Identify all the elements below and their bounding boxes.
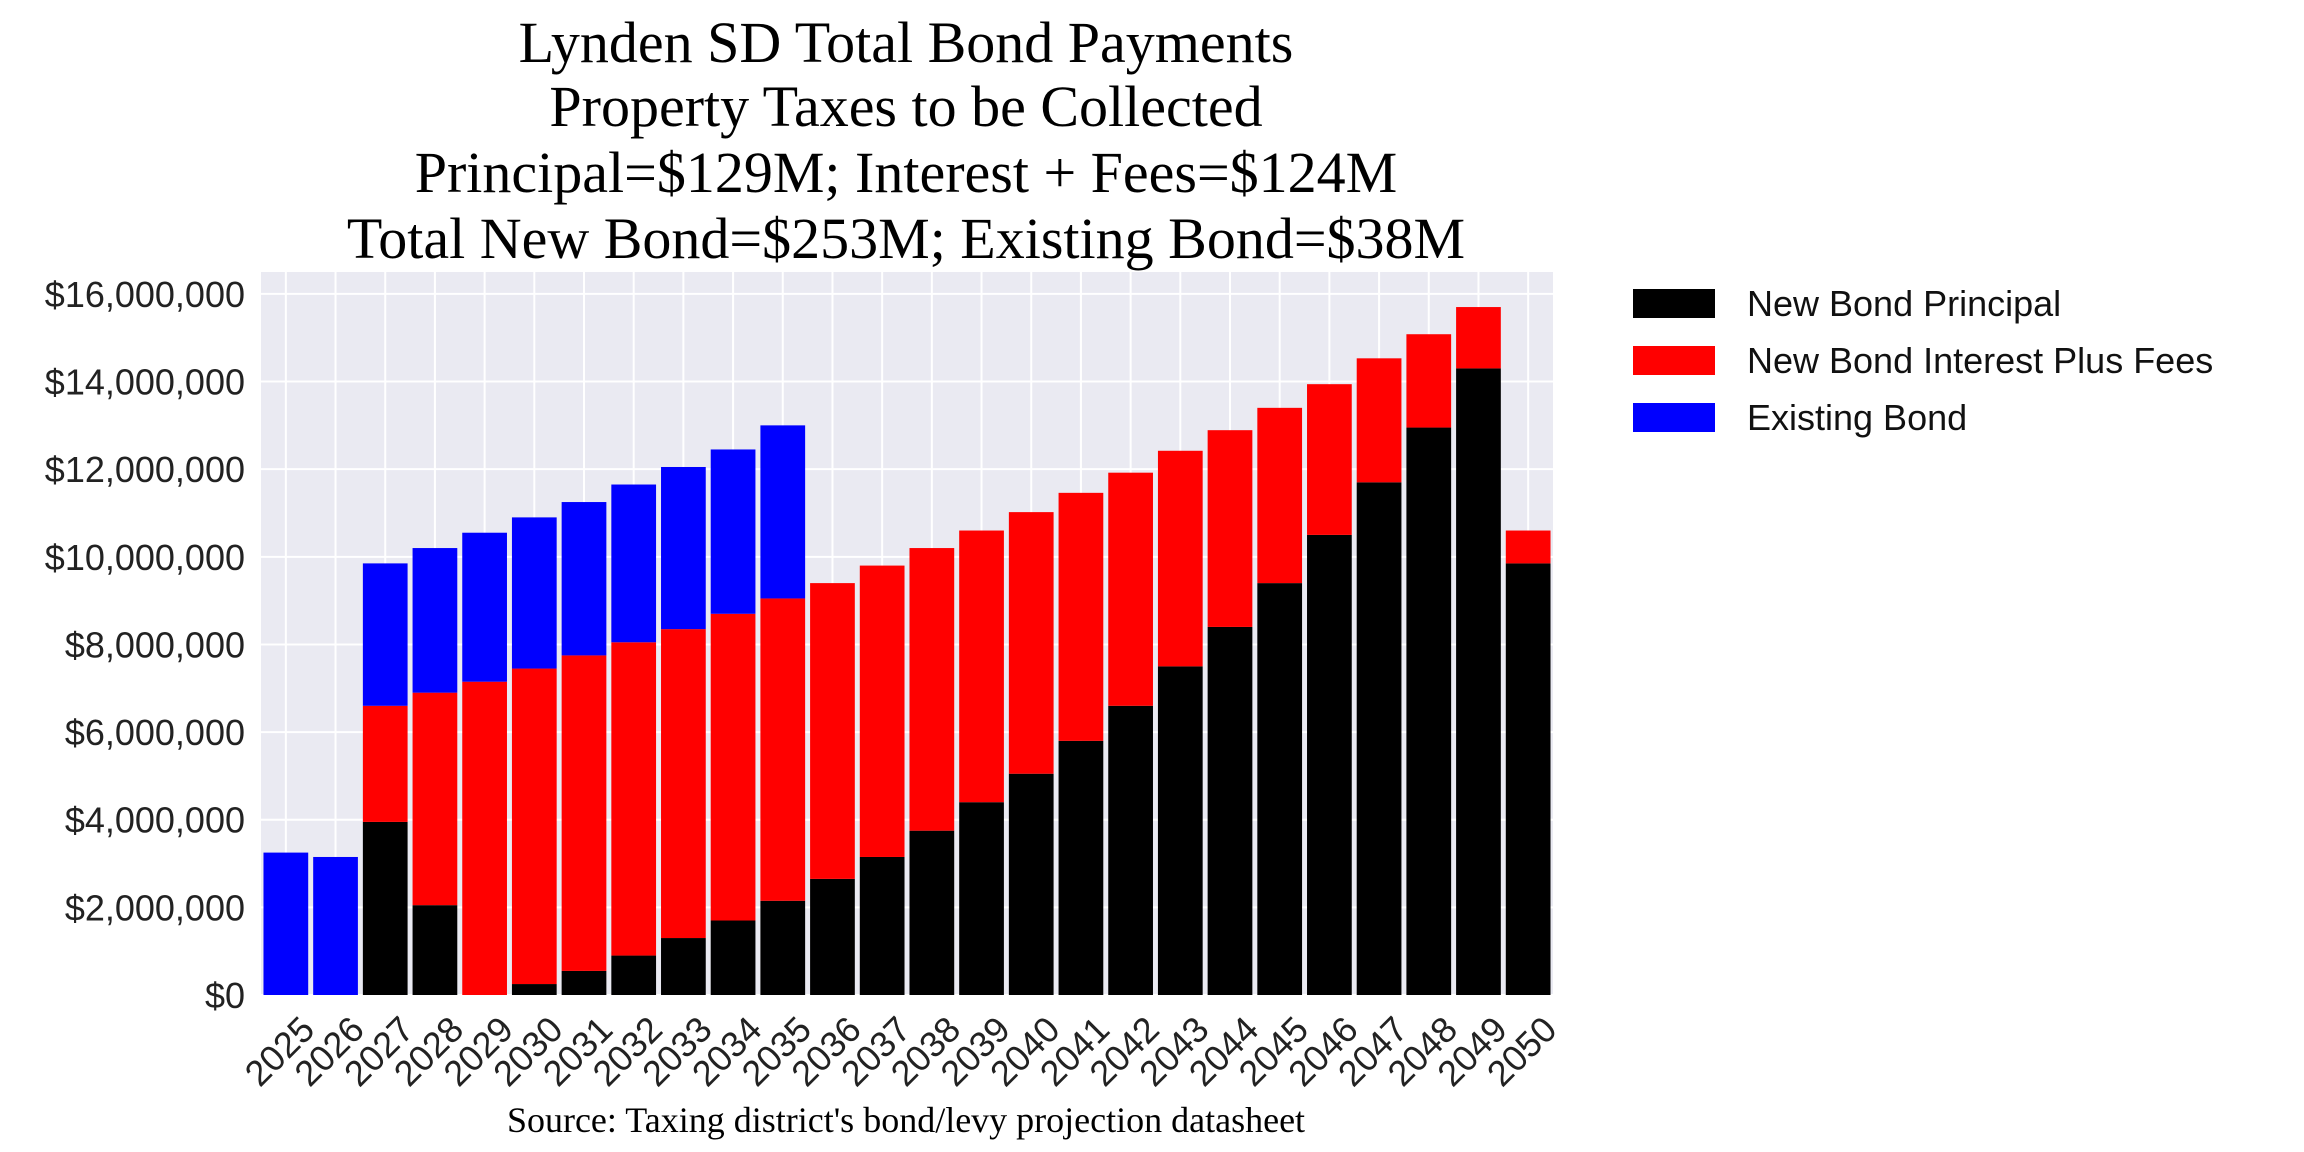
bar-existing-bond-2025 — [263, 852, 309, 995]
bar-new-bond-interest-plus-fees-2033 — [661, 629, 706, 939]
bar-new-bond-principal-2037 — [859, 856, 905, 995]
bar-new-bond-interest-plus-fees-2049 — [1456, 307, 1501, 369]
y-tick-label: $0 — [205, 975, 245, 1016]
bar-new-bond-principal-2042 — [1108, 705, 1153, 995]
bars — [263, 307, 1551, 995]
bar-new-bond-principal-2031 — [561, 970, 607, 995]
bar-existing-bond-2028 — [412, 548, 458, 693]
bar-existing-bond-2034 — [710, 449, 756, 614]
bar-existing-bond-2033 — [661, 466, 706, 630]
bar-new-bond-interest-plus-fees-2031 — [561, 655, 607, 971]
bar-new-bond-interest-plus-fees-2045 — [1257, 407, 1303, 584]
bar-new-bond-interest-plus-fees-2038 — [909, 548, 955, 831]
bar-new-bond-principal-2034 — [710, 920, 756, 995]
source-caption: Source: Taxing district's bond/levy proj… — [507, 1100, 1305, 1140]
y-tick-label: $12,000,000 — [45, 449, 245, 490]
bar-new-bond-interest-plus-fees-2037 — [859, 565, 905, 857]
title-line: Total New Bond=$253M; Existing Bond=$38M — [347, 206, 1465, 271]
bar-new-bond-principal-2041 — [1058, 740, 1104, 995]
bar-existing-bond-2029 — [462, 532, 507, 682]
bar-new-bond-principal-2047 — [1356, 482, 1402, 995]
bar-new-bond-interest-plus-fees-2036 — [810, 583, 855, 879]
title-line: Principal=$129M; Interest + Fees=$124M — [415, 140, 1398, 205]
bar-new-bond-interest-plus-fees-2030 — [511, 668, 557, 985]
legend-label: New Bond Principal — [1747, 283, 2061, 324]
bar-new-bond-principal-2043 — [1157, 666, 1203, 995]
bar-existing-bond-2031 — [561, 502, 607, 656]
bar-existing-bond-2030 — [511, 517, 557, 669]
bar-new-bond-principal-2030 — [511, 984, 557, 995]
legend-label: Existing Bond — [1747, 397, 1967, 438]
bar-new-bond-principal-2039 — [959, 802, 1004, 995]
title-line: Property Taxes to be Collected — [549, 74, 1262, 139]
y-tick-label: $4,000,000 — [65, 800, 245, 841]
bar-new-bond-principal-2050 — [1505, 563, 1551, 995]
bar-new-bond-interest-plus-fees-2034 — [710, 613, 756, 921]
bar-new-bond-principal-2027 — [362, 821, 408, 995]
bar-new-bond-interest-plus-fees-2048 — [1406, 334, 1452, 428]
bar-new-bond-interest-plus-fees-2027 — [362, 705, 408, 822]
bar-new-bond-interest-plus-fees-2043 — [1157, 450, 1203, 667]
bar-new-bond-principal-2033 — [661, 938, 706, 995]
bar-new-bond-principal-2038 — [909, 830, 955, 995]
legend-swatch — [1633, 289, 1715, 318]
bar-new-bond-interest-plus-fees-2047 — [1356, 358, 1402, 483]
legend-swatch — [1633, 403, 1715, 432]
bar-existing-bond-2027 — [362, 563, 408, 706]
bar-new-bond-interest-plus-fees-2041 — [1058, 492, 1104, 741]
legend-swatch — [1633, 346, 1715, 375]
x-axis-ticks: 2025202620272028202920302031203220332034… — [237, 1008, 1565, 1094]
bar-new-bond-interest-plus-fees-2040 — [1008, 512, 1054, 774]
bar-new-bond-principal-2046 — [1307, 534, 1352, 995]
y-axis-ticks: $0 $2,000,000 $4,000,000 $6,000,000 $8,000,0… — [45, 274, 245, 1016]
bar-new-bond-principal-2032 — [611, 955, 657, 995]
bar-existing-bond-2026 — [313, 856, 358, 995]
y-tick-label: $16,000,000 — [45, 274, 245, 315]
y-tick-label: $10,000,000 — [45, 537, 245, 578]
bar-new-bond-principal-2045 — [1257, 583, 1303, 995]
bar-new-bond-interest-plus-fees-2042 — [1108, 472, 1153, 706]
y-tick-label: $8,000,000 — [65, 624, 245, 665]
legend-label: New Bond Interest Plus Fees — [1747, 340, 2213, 381]
bar-new-bond-principal-2028 — [412, 905, 458, 995]
bar-new-bond-interest-plus-fees-2046 — [1307, 384, 1352, 535]
legend: New Bond Principal New Bond Interest Plus… — [1633, 283, 2213, 438]
bar-new-bond-principal-2035 — [760, 900, 806, 995]
bar-new-bond-principal-2040 — [1008, 773, 1054, 995]
y-tick-label: $2,000,000 — [65, 887, 245, 928]
y-tick-label: $6,000,000 — [65, 712, 245, 753]
bar-new-bond-interest-plus-fees-2029 — [462, 681, 507, 995]
bar-new-bond-interest-plus-fees-2032 — [611, 642, 657, 956]
bar-new-bond-interest-plus-fees-2028 — [412, 692, 458, 906]
bar-new-bond-interest-plus-fees-2035 — [760, 598, 806, 901]
bar-new-bond-principal-2044 — [1207, 626, 1253, 995]
bar-new-bond-interest-plus-fees-2044 — [1207, 430, 1253, 627]
y-tick-label: $14,000,000 — [45, 362, 245, 403]
bar-new-bond-principal-2036 — [810, 878, 855, 995]
bar-new-bond-interest-plus-fees-2050 — [1505, 530, 1551, 564]
bar-new-bond-principal-2049 — [1456, 368, 1501, 995]
title-line: Lynden SD Total Bond Payments — [519, 10, 1294, 75]
bar-existing-bond-2035 — [760, 425, 806, 599]
bar-existing-bond-2032 — [611, 484, 657, 643]
bar-new-bond-principal-2048 — [1406, 427, 1452, 995]
bar-new-bond-interest-plus-fees-2039 — [959, 530, 1004, 803]
